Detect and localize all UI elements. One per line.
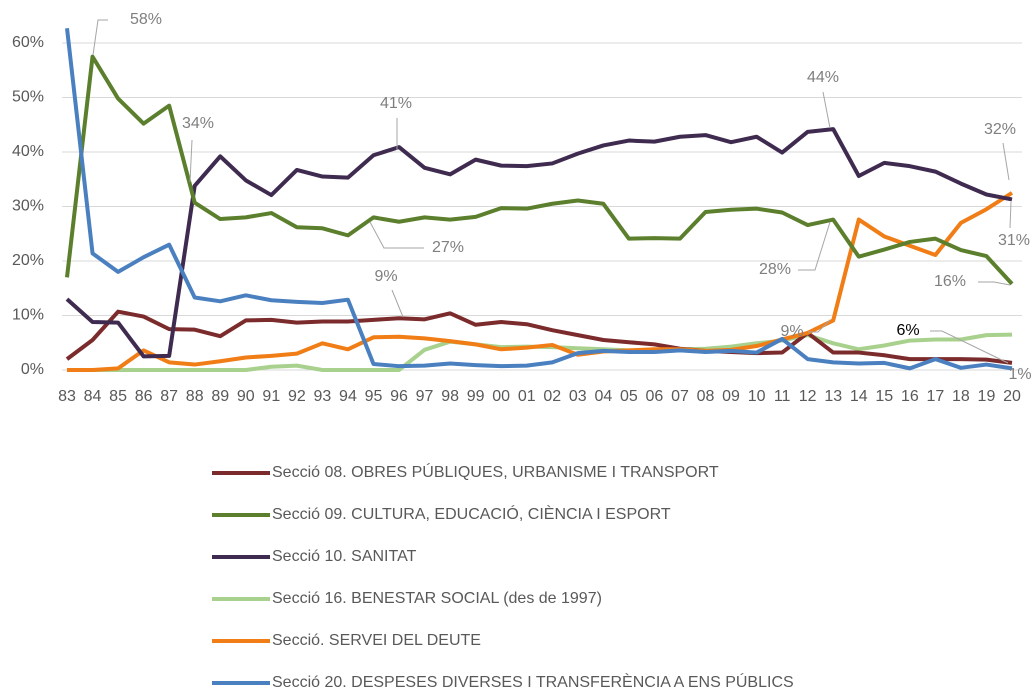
- annotation: 34%: [182, 115, 214, 132]
- annotation-leader: [369, 221, 424, 249]
- annotation-leader: [822, 91, 831, 129]
- x-tick-label: 87: [160, 388, 178, 405]
- y-tick-label: 30%: [12, 198, 44, 215]
- annotation: 41%: [380, 95, 412, 112]
- x-tick-label: 18: [952, 388, 970, 405]
- x-tick-label: 19: [978, 388, 996, 405]
- x-tick-label: 02: [543, 388, 561, 405]
- annotation: 44%: [807, 69, 839, 86]
- legend-label: Secció 10. SANITAT: [272, 548, 417, 565]
- legend-label: Secció. SERVEI DEL DEUTE: [272, 632, 481, 649]
- x-tick-label: 01: [518, 388, 536, 405]
- series-line: [65, 127, 1013, 359]
- legend-label: Secció 20. DESPESES DIVERSES I TRANSFERÈ…: [272, 672, 794, 691]
- x-tick-label: 14: [850, 388, 868, 405]
- y-tick-label: 50%: [12, 89, 44, 106]
- x-tick-label: 06: [646, 388, 664, 405]
- x-tick-label: 83: [58, 388, 76, 405]
- x-tick-label: 09: [722, 388, 740, 405]
- annotation: 31%: [998, 232, 1030, 249]
- annotation-leader: [189, 139, 193, 183]
- x-tick-label: 99: [467, 388, 485, 405]
- annotation: 27%: [432, 239, 464, 256]
- x-tick-label: 04: [594, 388, 612, 405]
- y-tick-label: 20%: [12, 252, 44, 269]
- x-tick-label: 93: [314, 388, 332, 405]
- x-tick-label: 20: [1003, 388, 1021, 405]
- annotation: 6%: [896, 322, 919, 339]
- x-tick-label: 86: [135, 388, 153, 405]
- x-tick-label: 16: [901, 388, 919, 405]
- x-tick-label: 85: [109, 388, 127, 405]
- x-tick-label: 96: [390, 388, 408, 405]
- x-tick-label: 88: [186, 388, 204, 405]
- x-tick-label: 90: [237, 388, 255, 405]
- annotation: 9%: [780, 323, 803, 340]
- x-tick-label: 10: [748, 388, 766, 405]
- y-tick-label: 40%: [12, 143, 44, 160]
- annotation-leader: [930, 330, 1009, 364]
- annotation-leader: [798, 221, 831, 271]
- x-tick-label: 91: [262, 388, 280, 405]
- x-tick-label: 00: [492, 388, 510, 405]
- annotation: 9%: [374, 268, 397, 285]
- series-line: [67, 191, 1014, 372]
- legend-label: Secció 09. CULTURA, EDUCACIÓ, CIÈNCIA I …: [272, 504, 671, 523]
- x-tick-label: 05: [620, 388, 638, 405]
- annotation: 58%: [130, 11, 162, 28]
- x-tick-label: 07: [671, 388, 689, 405]
- x-tick-label: 97: [416, 388, 434, 405]
- annotation-leader: [1002, 142, 1010, 181]
- series-line: [65, 309, 1013, 365]
- annotation-leader: [978, 281, 1011, 286]
- annotation: 1%: [1008, 366, 1031, 383]
- x-tick-label: 84: [84, 388, 102, 405]
- x-tick-label: 92: [288, 388, 306, 405]
- x-tick-label: 12: [799, 388, 817, 405]
- x-tick-label: 98: [441, 388, 459, 405]
- x-tick-label: 13: [824, 388, 842, 405]
- x-tick-label: 17: [926, 388, 944, 405]
- x-tick-label: 15: [875, 388, 893, 405]
- x-tick-label: 94: [339, 388, 357, 405]
- series-line: [65, 28, 1013, 371]
- series-line: [65, 54, 1014, 286]
- legend-label: Secció 08. OBRES PÚBLIQUES, URBANISME I …: [272, 462, 719, 481]
- annotation: 32%: [984, 121, 1016, 138]
- legend-label: Secció 16. BENESTAR SOCIAL (des de 1997): [272, 590, 602, 607]
- annotation-leader: [92, 19, 108, 56]
- annotation: 28%: [759, 261, 791, 278]
- x-tick-label: 89: [211, 388, 229, 405]
- y-tick-label: 0%: [21, 361, 44, 378]
- x-tick-label: 95: [365, 388, 383, 405]
- x-tick-label: 08: [697, 388, 715, 405]
- annotation-leader: [391, 289, 404, 318]
- annotation-leader: [1009, 201, 1012, 229]
- x-tick-label: 03: [569, 388, 587, 405]
- annotation: 16%: [934, 273, 966, 290]
- x-tick-label: 11: [774, 388, 791, 405]
- y-tick-label: 10%: [12, 307, 44, 324]
- y-tick-label: 60%: [12, 34, 44, 51]
- annotation-leader: [808, 319, 831, 333]
